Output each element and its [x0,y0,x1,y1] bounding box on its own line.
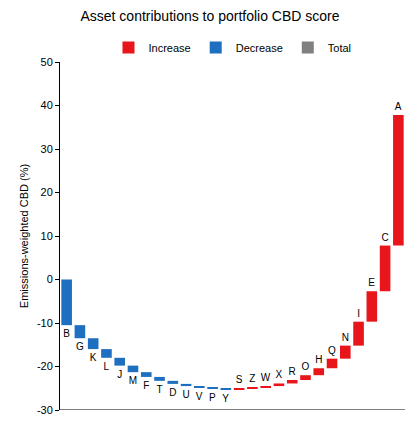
svg-text:M: M [129,375,137,386]
svg-text:P: P [209,392,216,403]
svg-text:B: B [63,328,70,339]
svg-text:-30: -30 [37,404,53,416]
svg-text:Total: Total [328,42,351,54]
svg-text:Z: Z [249,373,255,384]
svg-text:Asset contributions to portfol: Asset contributions to portfolio CBD sco… [80,8,339,24]
svg-text:-10: -10 [37,317,53,329]
svg-text:A: A [395,101,402,112]
svg-text:N: N [342,332,349,343]
svg-text:S: S [236,374,243,385]
svg-text:-20: -20 [37,360,53,372]
svg-text:L: L [103,361,109,372]
svg-text:T: T [156,384,162,395]
svg-text:Q: Q [328,345,336,356]
svg-text:Decrease: Decrease [236,42,283,54]
svg-text:R: R [289,366,296,377]
svg-text:D: D [169,387,176,398]
svg-text:Emissions-weighted CBD (%): Emissions-weighted CBD (%) [18,164,30,308]
svg-text:W: W [261,372,271,383]
svg-text:G: G [76,341,84,352]
svg-text:U: U [182,389,189,400]
svg-text:O: O [301,361,309,372]
svg-text:Increase: Increase [149,42,191,54]
svg-text:X: X [275,369,282,380]
svg-text:40: 40 [41,99,53,111]
svg-text:0: 0 [47,273,53,285]
svg-text:C: C [381,232,388,243]
svg-text:K: K [90,352,97,363]
svg-text:20: 20 [41,186,53,198]
svg-text:I: I [357,308,360,319]
svg-text:V: V [196,391,203,402]
svg-text:F: F [143,380,149,391]
svg-text:30: 30 [41,143,53,155]
svg-text:J: J [117,369,122,380]
svg-text:Y: Y [222,393,229,404]
svg-text:10: 10 [41,230,53,242]
svg-text:H: H [315,354,322,365]
svg-text:E: E [368,277,375,288]
svg-text:50: 50 [41,56,53,68]
